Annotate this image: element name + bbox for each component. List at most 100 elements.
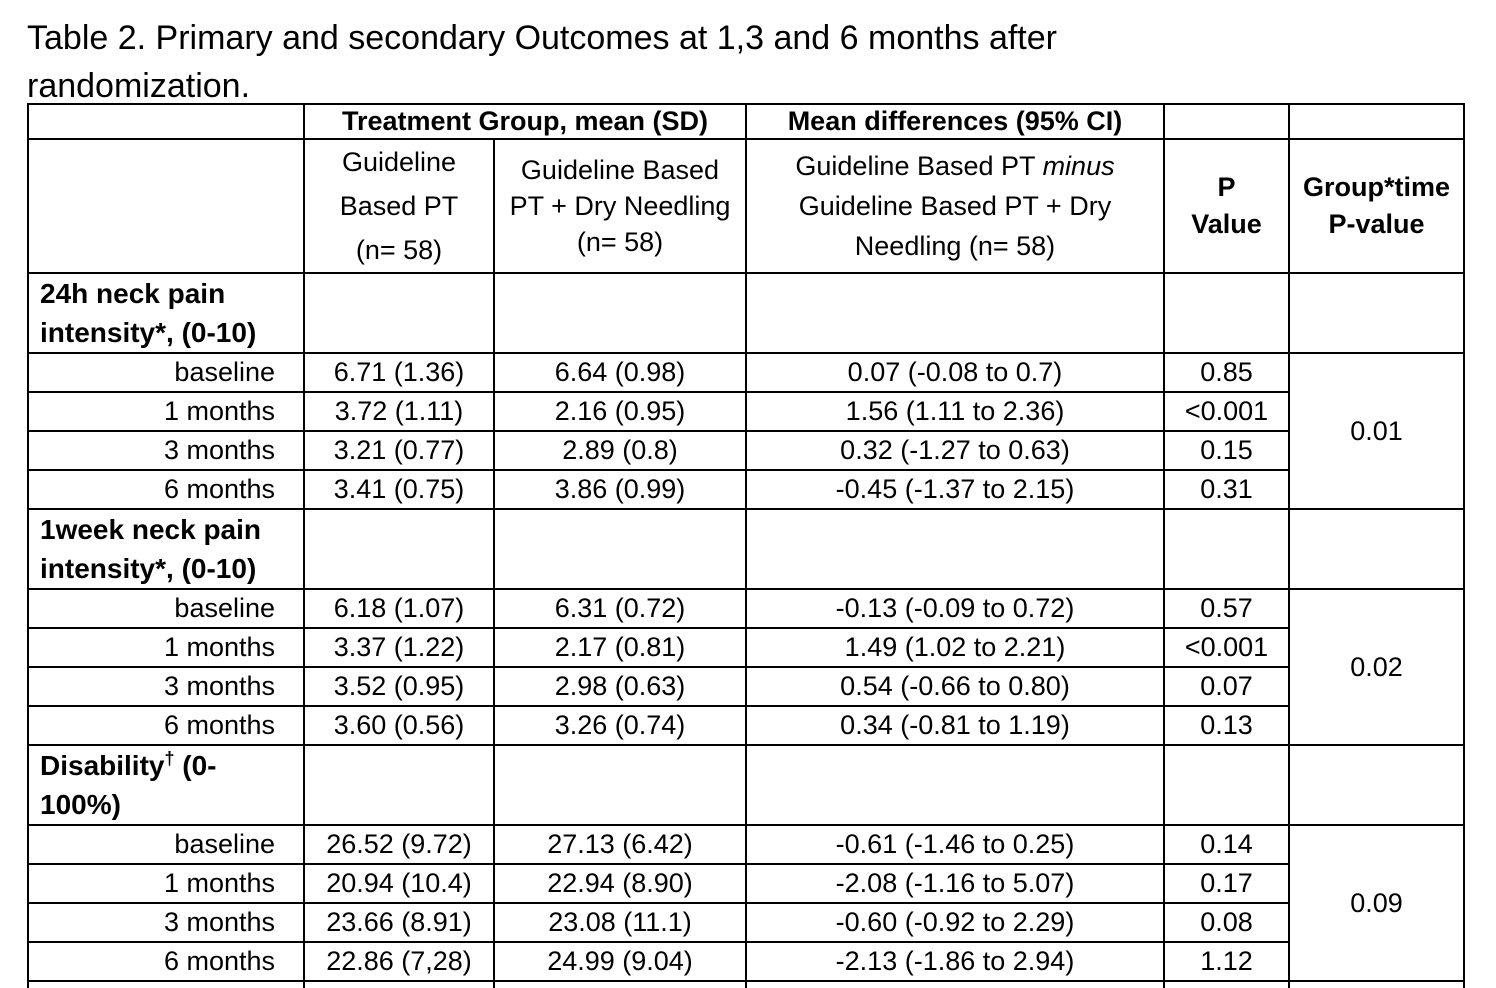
empty-cell bbox=[1288, 980, 1465, 988]
cell-timepoint: 1 months bbox=[27, 391, 305, 432]
cell-timepoint: 6 months bbox=[27, 705, 305, 746]
table-row: 3 months 3.21 (0.77) 2.89 (0.8) 0.32 (-1… bbox=[27, 430, 1464, 471]
cell-group-time-p: 0.01 bbox=[1288, 352, 1465, 510]
cell-diff-value: -0.60 (-0.92 to 2.29) bbox=[745, 902, 1165, 943]
cell-p-value: 0.08 bbox=[1163, 902, 1290, 943]
cell-group-time-p: 0.02 bbox=[1288, 588, 1465, 746]
header-group-time-l1: Group*time bbox=[1302, 172, 1450, 202]
cell-timepoint: baseline bbox=[27, 824, 305, 865]
section-1week-label: 1week neck pain intensity*, (0-10) bbox=[27, 508, 305, 590]
cell-p-value: 0.57 bbox=[1163, 588, 1290, 629]
empty-cell bbox=[493, 744, 747, 826]
cell-gbpt-value: 3.52 (0.95) bbox=[303, 666, 495, 707]
cell-diff-value: 0.54 (-0.66 to 0.80) bbox=[745, 666, 1165, 707]
cell-gbptdn-value: 22.94 (8.90) bbox=[493, 863, 747, 904]
table-caption: Table 2. Primary and secondary Outcomes … bbox=[27, 14, 1057, 110]
cell-gbptdn-value: 24.99 (9.04) bbox=[493, 941, 747, 982]
empty-cell bbox=[1288, 103, 1465, 140]
empty-cell bbox=[27, 138, 305, 274]
cell-timepoint: 1 months bbox=[27, 627, 305, 668]
header-guideline-pt-dn-l2: PT + Dry Needling bbox=[509, 191, 731, 221]
empty-cell bbox=[745, 508, 1165, 590]
section-24h-l1a: 24h neck pain bbox=[40, 278, 226, 309]
cell-gbptdn-value: 3.86 (0.99) bbox=[493, 469, 747, 510]
cell-gbpt-value: 26.52 (9.72) bbox=[303, 824, 495, 865]
cell-gbpt-value: 3.72 (1.11) bbox=[303, 391, 495, 432]
cell-diff-value: -2.13 (-1.86 to 2.94) bbox=[745, 941, 1165, 982]
empty-cell bbox=[745, 744, 1165, 826]
cell-gbptdn-value: 6.31 (0.72) bbox=[493, 588, 747, 629]
header-diff-description: Guideline Based PT minus Guideline Based… bbox=[745, 138, 1165, 274]
cell-p-value: 1.12 bbox=[1163, 941, 1290, 982]
cell-gbpt-value: 6.18 (1.07) bbox=[303, 588, 495, 629]
empty-cell bbox=[745, 272, 1165, 354]
cell-p-value: 0.07 bbox=[1163, 666, 1290, 707]
cell-gbpt-value: 3.37 (1.22) bbox=[303, 627, 495, 668]
header-guideline-pt-dn-l1: Guideline Based bbox=[520, 155, 720, 185]
cell-timepoint: 6 months bbox=[27, 941, 305, 982]
header-diff-l1-regular: Guideline Based PT bbox=[795, 151, 1036, 181]
section-row-disability: Disability† (0- 100%) bbox=[27, 744, 1465, 826]
cell-timepoint: 3 months bbox=[27, 666, 305, 707]
table-row: baseline 26.52 (9.72) 27.13 (6.42) -0.61… bbox=[27, 824, 1465, 982]
header-mean-differences: Mean differences (95% CI) bbox=[745, 103, 1165, 140]
cell-gbptdn-value: 6.64 (0.98) bbox=[493, 352, 747, 393]
empty-cell bbox=[493, 980, 747, 988]
cell-gbptdn-value: 2.89 (0.8) bbox=[493, 430, 747, 471]
header-treatment-group: Treatment Group, mean (SD) bbox=[303, 103, 747, 140]
cell-timepoint: 3 months bbox=[27, 430, 305, 471]
empty-cell bbox=[303, 508, 495, 590]
cell-group-time-p: 0.09 bbox=[1288, 824, 1465, 982]
cell-gbptdn-value: 3.26 (0.74) bbox=[493, 705, 747, 746]
empty-cell bbox=[27, 103, 305, 140]
cell-p-value: 0.13 bbox=[1163, 705, 1290, 746]
empty-cell bbox=[1163, 508, 1290, 590]
section-disability-l1b: (0- bbox=[174, 750, 217, 781]
header-row-groups: Treatment Group, mean (SD) Mean differen… bbox=[27, 103, 1465, 140]
header-diff-l3: Needling (n= 58) bbox=[854, 231, 1056, 261]
header-group-time-l2: P-value bbox=[1328, 209, 1425, 239]
cell-p-value: <0.001 bbox=[1163, 391, 1290, 432]
cell-diff-value: 0.34 (-0.81 to 1.19) bbox=[745, 705, 1165, 746]
cell-diff-value: 1.49 (1.02 to 2.21) bbox=[745, 627, 1165, 668]
empty-cell bbox=[1288, 272, 1465, 354]
section-disability-l2: 100%) bbox=[40, 789, 121, 820]
empty-cell bbox=[745, 980, 1165, 988]
cell-diff-value: -0.13 (-0.09 to 0.72) bbox=[745, 588, 1165, 629]
cell-p-value: 0.31 bbox=[1163, 469, 1290, 510]
cell-gbptdn-value: 27.13 (6.42) bbox=[493, 824, 747, 865]
header-p-value: P Value bbox=[1163, 138, 1290, 274]
header-guideline-pt-l3: (n= 58) bbox=[355, 235, 443, 265]
section-disability-marker: † bbox=[164, 748, 175, 769]
cell-diff-value: 1.56 (1.11 to 2.36) bbox=[745, 391, 1165, 432]
partial-row bbox=[27, 980, 1465, 988]
table-row: baseline 6.71 (1.36) 6.64 (0.98) 0.07 (-… bbox=[27, 352, 1465, 510]
cell-gbpt-value: 6.71 (1.36) bbox=[303, 352, 495, 393]
cell-diff-value: -2.08 (-1.16 to 5.07) bbox=[745, 863, 1165, 904]
table-row: 3 months 3.52 (0.95) 2.98 (0.63) 0.54 (-… bbox=[27, 666, 1464, 707]
header-p-value-l1: P bbox=[1217, 172, 1236, 202]
section-row-1week: 1week neck pain intensity*, (0-10) bbox=[27, 508, 1465, 590]
cell-gbptdn-value: 2.98 (0.63) bbox=[493, 666, 747, 707]
cell-p-value: 0.14 bbox=[1163, 824, 1290, 865]
cell-gbpt-value: 3.21 (0.77) bbox=[303, 430, 495, 471]
empty-cell bbox=[303, 980, 495, 988]
cell-gbptdn-value: 2.17 (0.81) bbox=[493, 627, 747, 668]
section-24h-l2: intensity*, (0-10) bbox=[40, 317, 257, 348]
cell-gbptdn-value: 2.16 (0.95) bbox=[493, 391, 747, 432]
header-guideline-pt-l2: Based PT bbox=[339, 191, 459, 221]
header-diff-l1-italic: minus bbox=[1042, 151, 1115, 181]
empty-cell bbox=[1163, 103, 1290, 140]
cell-diff-value: -0.45 (-1.37 to 2.15) bbox=[745, 469, 1165, 510]
section-disability-label: Disability† (0- 100%) bbox=[27, 744, 305, 826]
cell-gbpt-value: 3.41 (0.75) bbox=[303, 469, 495, 510]
table-row: 1 months 3.37 (1.22) 2.17 (0.81) 1.49 (1… bbox=[27, 627, 1464, 668]
header-row-columns: Guideline Based PT (n= 58) Guideline Bas… bbox=[27, 138, 1465, 274]
empty-cell bbox=[493, 508, 747, 590]
cell-timepoint: baseline bbox=[27, 588, 305, 629]
header-guideline-pt-l1: Guideline bbox=[341, 147, 457, 177]
cell-timepoint: 6 months bbox=[27, 469, 305, 510]
table-caption-line1: Table 2. Primary and secondary Outcomes … bbox=[27, 19, 1057, 57]
cell-p-value: <0.001 bbox=[1163, 627, 1290, 668]
